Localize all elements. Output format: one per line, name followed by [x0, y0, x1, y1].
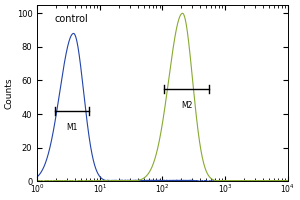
Y-axis label: Counts: Counts — [5, 77, 14, 109]
Text: control: control — [55, 14, 88, 24]
Text: M2: M2 — [181, 101, 192, 110]
Text: M1: M1 — [66, 123, 77, 132]
